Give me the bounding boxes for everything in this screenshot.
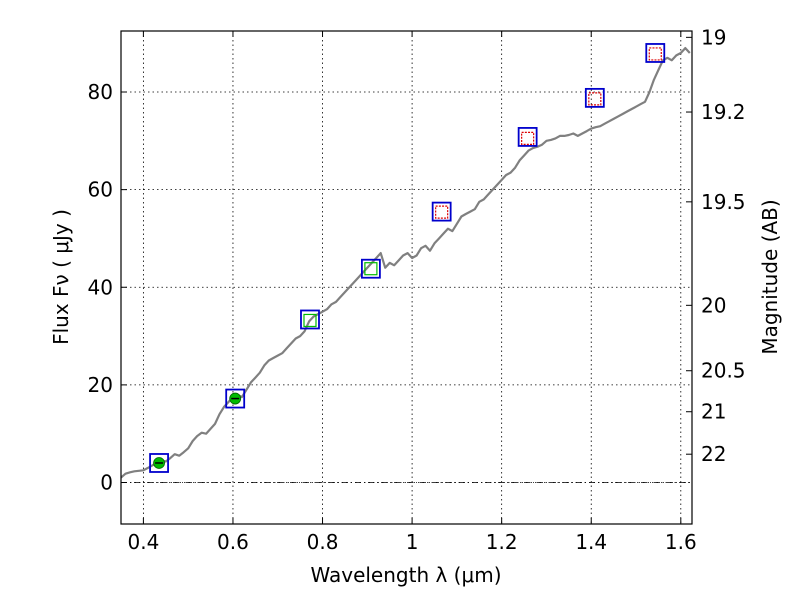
spectrum-series — [121, 46, 691, 479]
plot-frame — [120, 30, 693, 525]
x-tick-label: 1 — [406, 530, 419, 554]
y2-tick-label: 20.5 — [701, 359, 746, 383]
y2-axis-label: Magnitude (AB) — [758, 199, 782, 354]
y2-tick-label: 21 — [701, 400, 726, 424]
optical-flux-point — [303, 313, 317, 328]
y-tick-label: 60 — [88, 178, 113, 202]
model-flux-box — [300, 309, 320, 330]
y-axis-label: Flux Fν ( μJy ) — [49, 209, 73, 345]
x-tick-label: 0.6 — [217, 530, 249, 554]
y-tick-label: 80 — [88, 80, 113, 104]
x-axis-label: Wavelength λ (μm) — [310, 563, 501, 587]
y-axis-ticks: 0 20 40 60 80 — [88, 80, 127, 495]
y2-axis-ticks: 19 19.2 19.5 20 20.5 21 22 — [686, 25, 746, 466]
model-flux-box — [584, 87, 605, 108]
x-tick-label: 0.4 — [127, 530, 159, 554]
nir-flux-point — [588, 92, 602, 106]
grid-lines — [121, 31, 692, 524]
x-tick-label: 1.2 — [486, 530, 518, 554]
y2-tick-label: 22 — [701, 442, 726, 466]
y-tick-label: 20 — [88, 373, 113, 397]
y2-tick-label: 19.5 — [701, 190, 746, 214]
y2-tick-label: 19 — [701, 25, 726, 49]
x-tick-label: 0.8 — [307, 530, 339, 554]
nir-flux-point — [521, 131, 535, 145]
y2-tick-label: 20 — [701, 293, 726, 317]
model-flux-box — [149, 453, 169, 473]
model-flux-box — [431, 201, 452, 222]
y2-tick-label: 19.2 — [701, 100, 746, 124]
spectrum-line — [121, 46, 691, 479]
y-tick-label: 40 — [88, 275, 113, 299]
model-flux-box — [360, 258, 381, 279]
model-flux-box — [645, 43, 666, 63]
model-flux-box — [225, 388, 246, 409]
optical-flux-point — [364, 262, 378, 276]
y-tick-label: 0 — [100, 471, 113, 495]
x-tick-label: 1.6 — [665, 530, 697, 554]
x-axis-ticks: 0.4 0.6 0.8 1 1.2 1.4 1.6 — [127, 31, 697, 554]
nir-flux-point — [435, 205, 449, 219]
x-tick-label: 1.4 — [575, 530, 607, 554]
photometry-markers — [149, 43, 666, 473]
model-flux-box — [517, 127, 538, 147]
nir-flux-point — [648, 47, 662, 61]
